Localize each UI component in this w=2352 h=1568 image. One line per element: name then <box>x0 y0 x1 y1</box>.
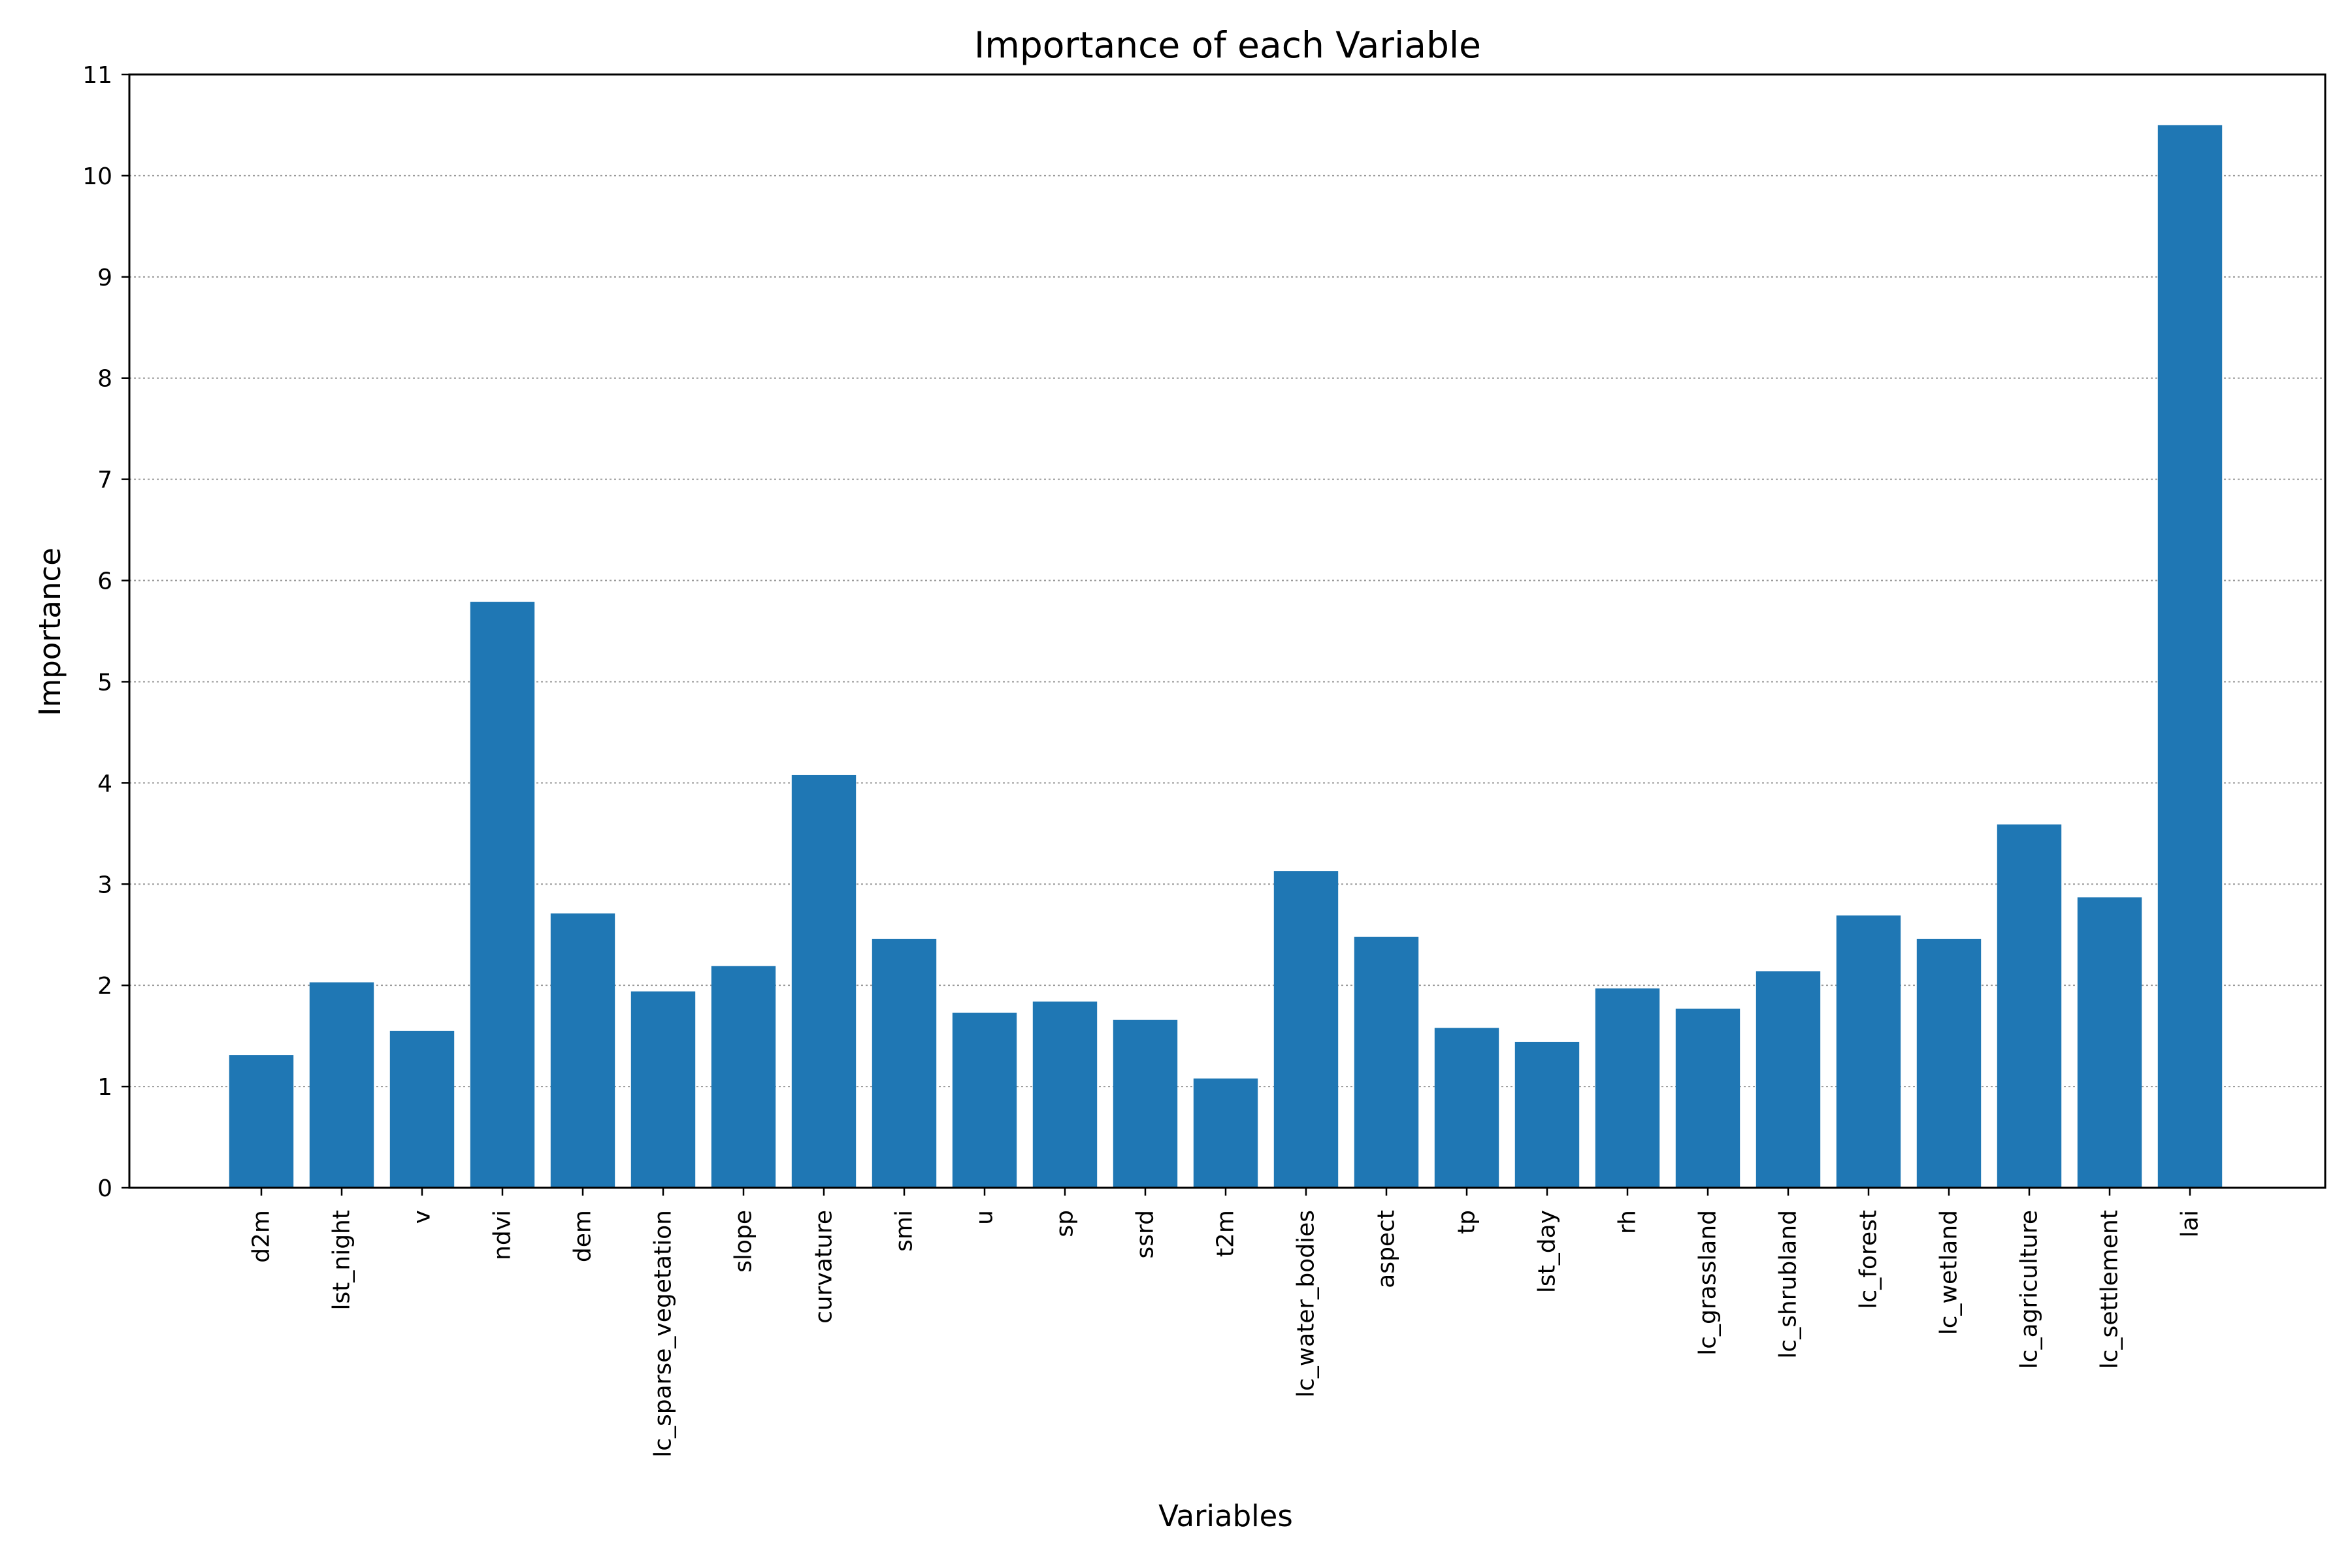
bar-lc_wetland <box>1916 938 1982 1188</box>
bar-d2m <box>229 1055 294 1188</box>
bar-aspect <box>1354 936 1419 1188</box>
x-tick-label: ndvi <box>489 1210 516 1260</box>
bar-smi <box>872 938 937 1188</box>
y-tick-label: 7 <box>97 467 112 494</box>
x-tick-label: tp <box>1454 1210 1480 1234</box>
x-tick-label: lc_agriculture <box>2016 1210 2043 1369</box>
bar-lc_shrubland <box>1756 971 1821 1188</box>
x-tick-label: rh <box>1614 1210 1641 1234</box>
x-tick-label: curvature <box>811 1210 838 1324</box>
x-tick-label: lc_grassland <box>1695 1210 1722 1356</box>
bar-lst_day <box>1514 1041 1580 1188</box>
x-tick-label: lc_wetland <box>1936 1210 1963 1335</box>
x-axis: d2m lst_night v ndvi dem lc_sparse_vegetation… <box>248 1188 2204 1458</box>
x-tick-label: ssrd <box>1132 1210 1159 1259</box>
x-tick-label: d2m <box>248 1210 275 1263</box>
x-tick-label: lc_water_bodies <box>1293 1210 1320 1397</box>
x-tick-label: dem <box>570 1210 596 1262</box>
x-tick-label: smi <box>891 1210 918 1252</box>
y-tick-label: 4 <box>97 770 112 797</box>
bar-lc_sparse_vegetation <box>630 991 696 1188</box>
y-tick-label: 6 <box>97 568 112 595</box>
bar-lc_forest <box>1836 915 1901 1188</box>
x-tick-label: aspect <box>1373 1210 1400 1288</box>
y-tick-label: 11 <box>82 62 112 89</box>
y-tick-label: 10 <box>82 163 112 190</box>
x-tick-label: t2m <box>1213 1210 1239 1257</box>
bar-ssrd <box>1113 1019 1178 1188</box>
bar-ndvi <box>470 602 535 1188</box>
x-axis-title: Variables <box>1158 1499 1293 1533</box>
plot-area-frame <box>128 73 2327 1189</box>
x-tick-label: lst_day <box>1534 1210 1561 1293</box>
bar-curvature <box>791 774 857 1188</box>
y-tick-label: 3 <box>97 872 112 898</box>
y-tick-label: 0 <box>97 1175 112 1202</box>
y-axis: 0 1 2 3 4 5 6 7 8 9 10 11 <box>82 62 129 1202</box>
chart-title: Importance of each Variable <box>974 24 1481 66</box>
bar-tp <box>1434 1028 1499 1188</box>
bar-t2m <box>1193 1078 1258 1188</box>
bar-rh <box>1595 988 1660 1188</box>
bar-lc_grassland <box>1675 1008 1740 1188</box>
bar-lc_settlement <box>2077 897 2142 1188</box>
x-tick-label: lc_forest <box>1855 1210 1882 1309</box>
x-tick-label: u <box>972 1210 998 1225</box>
bar-lc_agriculture <box>1997 824 2062 1188</box>
bar-lst_night <box>309 982 374 1188</box>
y-tick-label: 2 <box>97 973 112 1000</box>
x-tick-label: lc_settlement <box>2097 1210 2123 1369</box>
y-axis-title: Importance <box>33 547 67 716</box>
y-tick-label: 1 <box>97 1074 112 1101</box>
bar-lai <box>2157 125 2223 1188</box>
x-tick-label: lst_night <box>329 1210 355 1310</box>
x-tick-label: v <box>409 1210 436 1224</box>
bars <box>229 125 2223 1188</box>
y-tick-label: 5 <box>97 669 112 696</box>
bar-u <box>952 1013 1017 1188</box>
x-tick-label: lc_shrubland <box>1775 1210 1802 1359</box>
y-tick-label: 9 <box>97 265 112 291</box>
bar-dem <box>550 913 615 1188</box>
x-tick-label: slope <box>730 1210 757 1273</box>
bar-lc_water_bodies <box>1273 871 1339 1188</box>
y-tick-label: 8 <box>97 366 112 393</box>
bar-v <box>389 1030 455 1188</box>
x-tick-label: sp <box>1052 1210 1079 1237</box>
bar-sp <box>1032 1001 1098 1188</box>
x-tick-label: lc_sparse_vegetation <box>650 1210 677 1458</box>
x-tick-label: lai <box>2177 1210 2204 1237</box>
bar-slope <box>711 966 776 1188</box>
